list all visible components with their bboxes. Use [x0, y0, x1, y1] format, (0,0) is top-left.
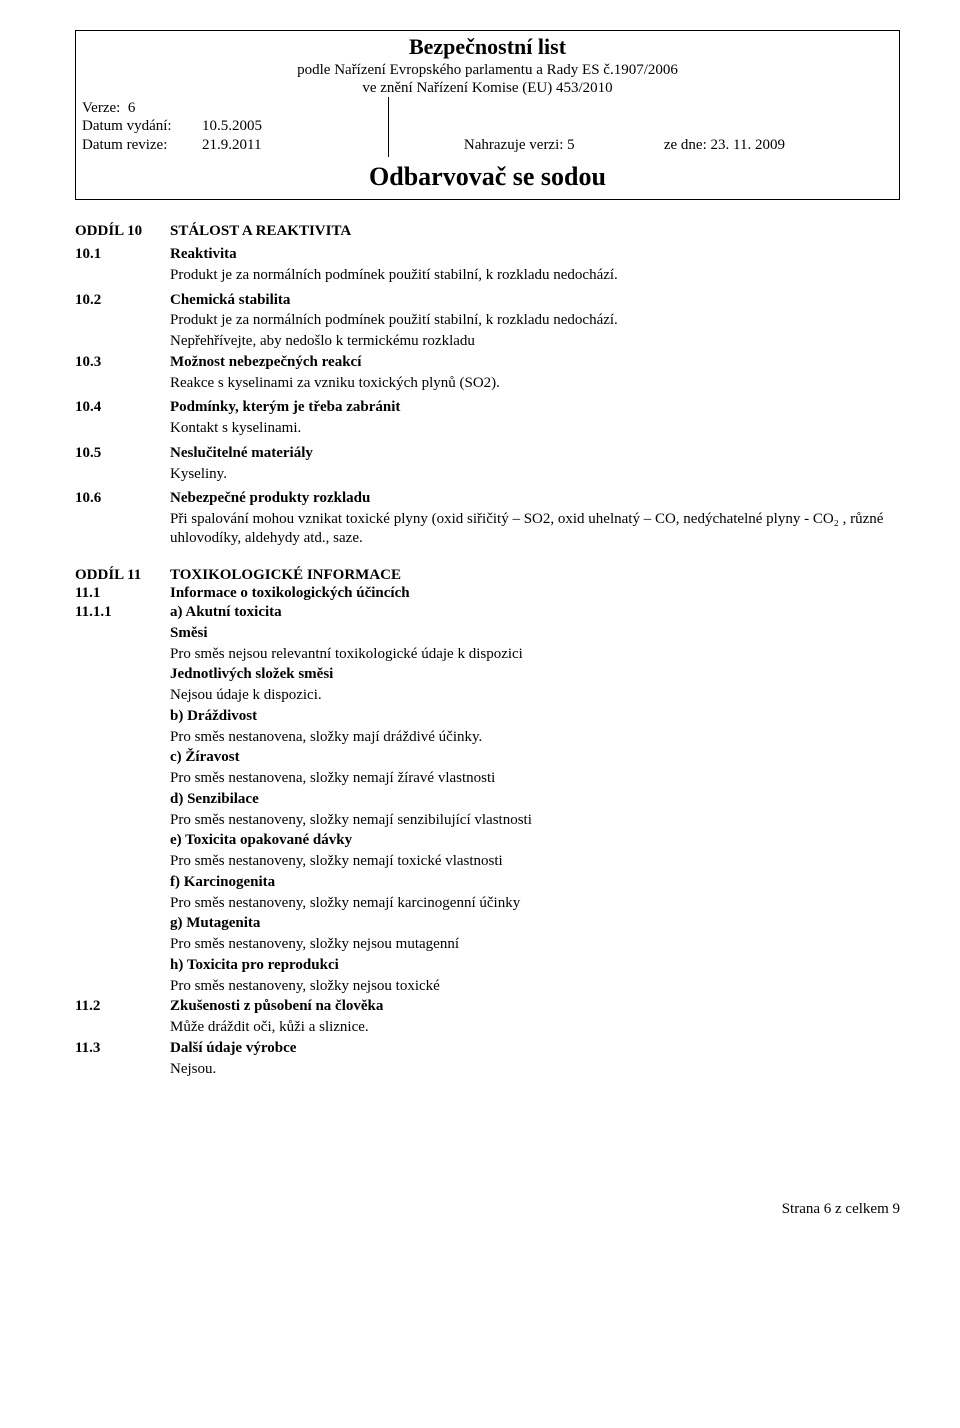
section-10: ODDÍL 10 STÁLOST A REAKTIVITA 10.1 Reakt…	[75, 222, 900, 549]
item-11-3-key: 11.3	[75, 1039, 170, 1081]
tox-c-text: Pro směs nestanovena, složky nemají žíra…	[170, 769, 900, 788]
item-10-3-title: Možnost nebezpečných reakcí	[170, 353, 900, 372]
item-11-1-key: 11.1	[75, 584, 170, 603]
document-body: ODDÍL 10 STÁLOST A REAKTIVITA 10.1 Reakt…	[75, 222, 900, 1080]
item-10-2-text-2: Nepřehřívejte, aby nedošlo k termickému …	[170, 332, 900, 351]
tox-a-title: a) Akutní toxicita	[170, 603, 900, 622]
section-11: ODDÍL 11 TOXIKOLOGICKÉ INFORMACE 11.1 In…	[75, 566, 900, 1081]
tox-d-text: Pro směs nestanoveny, složky nemají senz…	[170, 811, 900, 830]
tox-c-title: c) Žíravost	[170, 748, 900, 767]
revision-date-label: Datum revize:	[82, 136, 202, 155]
item-10-1-text: Produkt je za normálních podmínek použit…	[170, 266, 900, 285]
sds-subtitle-2: ve znění Nařízení Komise (EU) 453/2010	[76, 79, 899, 97]
item-10-6-title: Nebezpečné produkty rozkladu	[170, 489, 900, 508]
item-10-5-text: Kyseliny.	[170, 465, 900, 484]
tox-g-title: g) Mutagenita	[170, 914, 900, 933]
item-10-5-title: Neslučitelné materiály	[170, 444, 900, 463]
tox-f-title: f) Karcinogenita	[170, 873, 900, 892]
item-11-1-title: Informace o toxikologických účincích	[170, 584, 900, 603]
item-11-3-title: Další údaje výrobce	[170, 1039, 900, 1058]
tox-e-text: Pro směs nestanoveny, složky nemají toxi…	[170, 852, 900, 871]
section-11-heading: TOXIKOLOGICKÉ INFORMACE	[170, 566, 900, 585]
sds-subtitle-1: podle Nařízení Evropského parlamentu a R…	[76, 61, 899, 79]
sds-title: Bezpečnostní list	[76, 33, 899, 61]
item-10-5-key: 10.5	[75, 444, 170, 486]
tox-b-text: Pro směs nestanovena, složky mají dráždi…	[170, 728, 900, 747]
replaces-version: Nahrazuje verzi: 5	[395, 136, 644, 155]
tox-a-mix-text: Pro směs nejsou relevantní toxikologické…	[170, 645, 900, 664]
version-label: Verze: 6	[82, 99, 202, 118]
tox-g-text: Pro směs nestanoveny, složky nejsou muta…	[170, 935, 900, 954]
item-11-1-1-key: 11.1.1	[75, 603, 170, 997]
item-10-1-key: 10.1	[75, 245, 170, 287]
tox-h-text: Pro směs nestanoveny, složky nejsou toxi…	[170, 977, 900, 996]
item-11-2-key: 11.2	[75, 997, 170, 1039]
item-10-6-key: 10.6	[75, 489, 170, 549]
version-value: 6	[128, 100, 136, 116]
tox-b-title: b) Dráždivost	[170, 707, 900, 726]
tox-e-title: e) Toxicita opakované dávky	[170, 831, 900, 850]
issue-date-label: Datum vydání:	[82, 117, 202, 136]
item-10-2-title: Chemická stabilita	[170, 291, 900, 310]
section-11-key: ODDÍL 11	[75, 566, 170, 585]
item-10-2-key: 10.2	[75, 291, 170, 353]
item-11-2-title: Zkušenosti z působení na člověka	[170, 997, 900, 1016]
tox-a-comp-label: Jednotlivých složek směsi	[170, 665, 900, 684]
tox-f-text: Pro směs nestanoveny, složky nemají karc…	[170, 894, 900, 913]
item-10-4-title: Podmínky, kterým je třeba zabránit	[170, 398, 900, 417]
tox-a-comp-text: Nejsou údaje k dispozici.	[170, 686, 900, 705]
item-10-2-text-1: Produkt je za normálních podmínek použit…	[170, 311, 900, 330]
replaces-date: ze dne: 23. 11. 2009	[644, 136, 893, 155]
issue-date-value: 10.5.2005	[202, 117, 262, 136]
section-10-heading: STÁLOST A REAKTIVITA	[170, 222, 900, 241]
item-10-4-text: Kontakt s kyselinami.	[170, 419, 900, 438]
item-10-3-text: Reakce s kyselinami za vzniku toxických …	[170, 374, 900, 393]
item-10-3-key: 10.3	[75, 353, 170, 395]
header-left: Verze: 6 Datum vydání: 10.5.2005 Datum r…	[76, 97, 389, 157]
header-grid: Verze: 6 Datum vydání: 10.5.2005 Datum r…	[76, 97, 899, 157]
document-header: Bezpečnostní list podle Nařízení Evropsk…	[75, 30, 900, 200]
page-footer: Strana 6 z celkem 9	[75, 1200, 900, 1219]
item-11-2-text: Může dráždit oči, kůži a sliznice.	[170, 1018, 900, 1037]
header-top: Bezpečnostní list podle Nařízení Evropsk…	[76, 31, 899, 97]
product-name: Odbarvovač se sodou	[76, 157, 899, 200]
tox-a-mix-label: Směsi	[170, 624, 900, 643]
item-10-1-title: Reaktivita	[170, 245, 900, 264]
header-right: Nahrazuje verzi: 5 ze dne: 23. 11. 2009	[389, 97, 899, 157]
item-11-3-text: Nejsou.	[170, 1060, 900, 1079]
item-10-6-text: Při spalování mohou vznikat toxické plyn…	[170, 510, 900, 548]
item-10-4-key: 10.4	[75, 398, 170, 440]
revision-date-value: 21.9.2011	[202, 136, 261, 155]
tox-d-title: d) Senzibilace	[170, 790, 900, 809]
tox-h-title: h) Toxicita pro reprodukci	[170, 956, 900, 975]
section-10-key: ODDÍL 10	[75, 222, 170, 241]
